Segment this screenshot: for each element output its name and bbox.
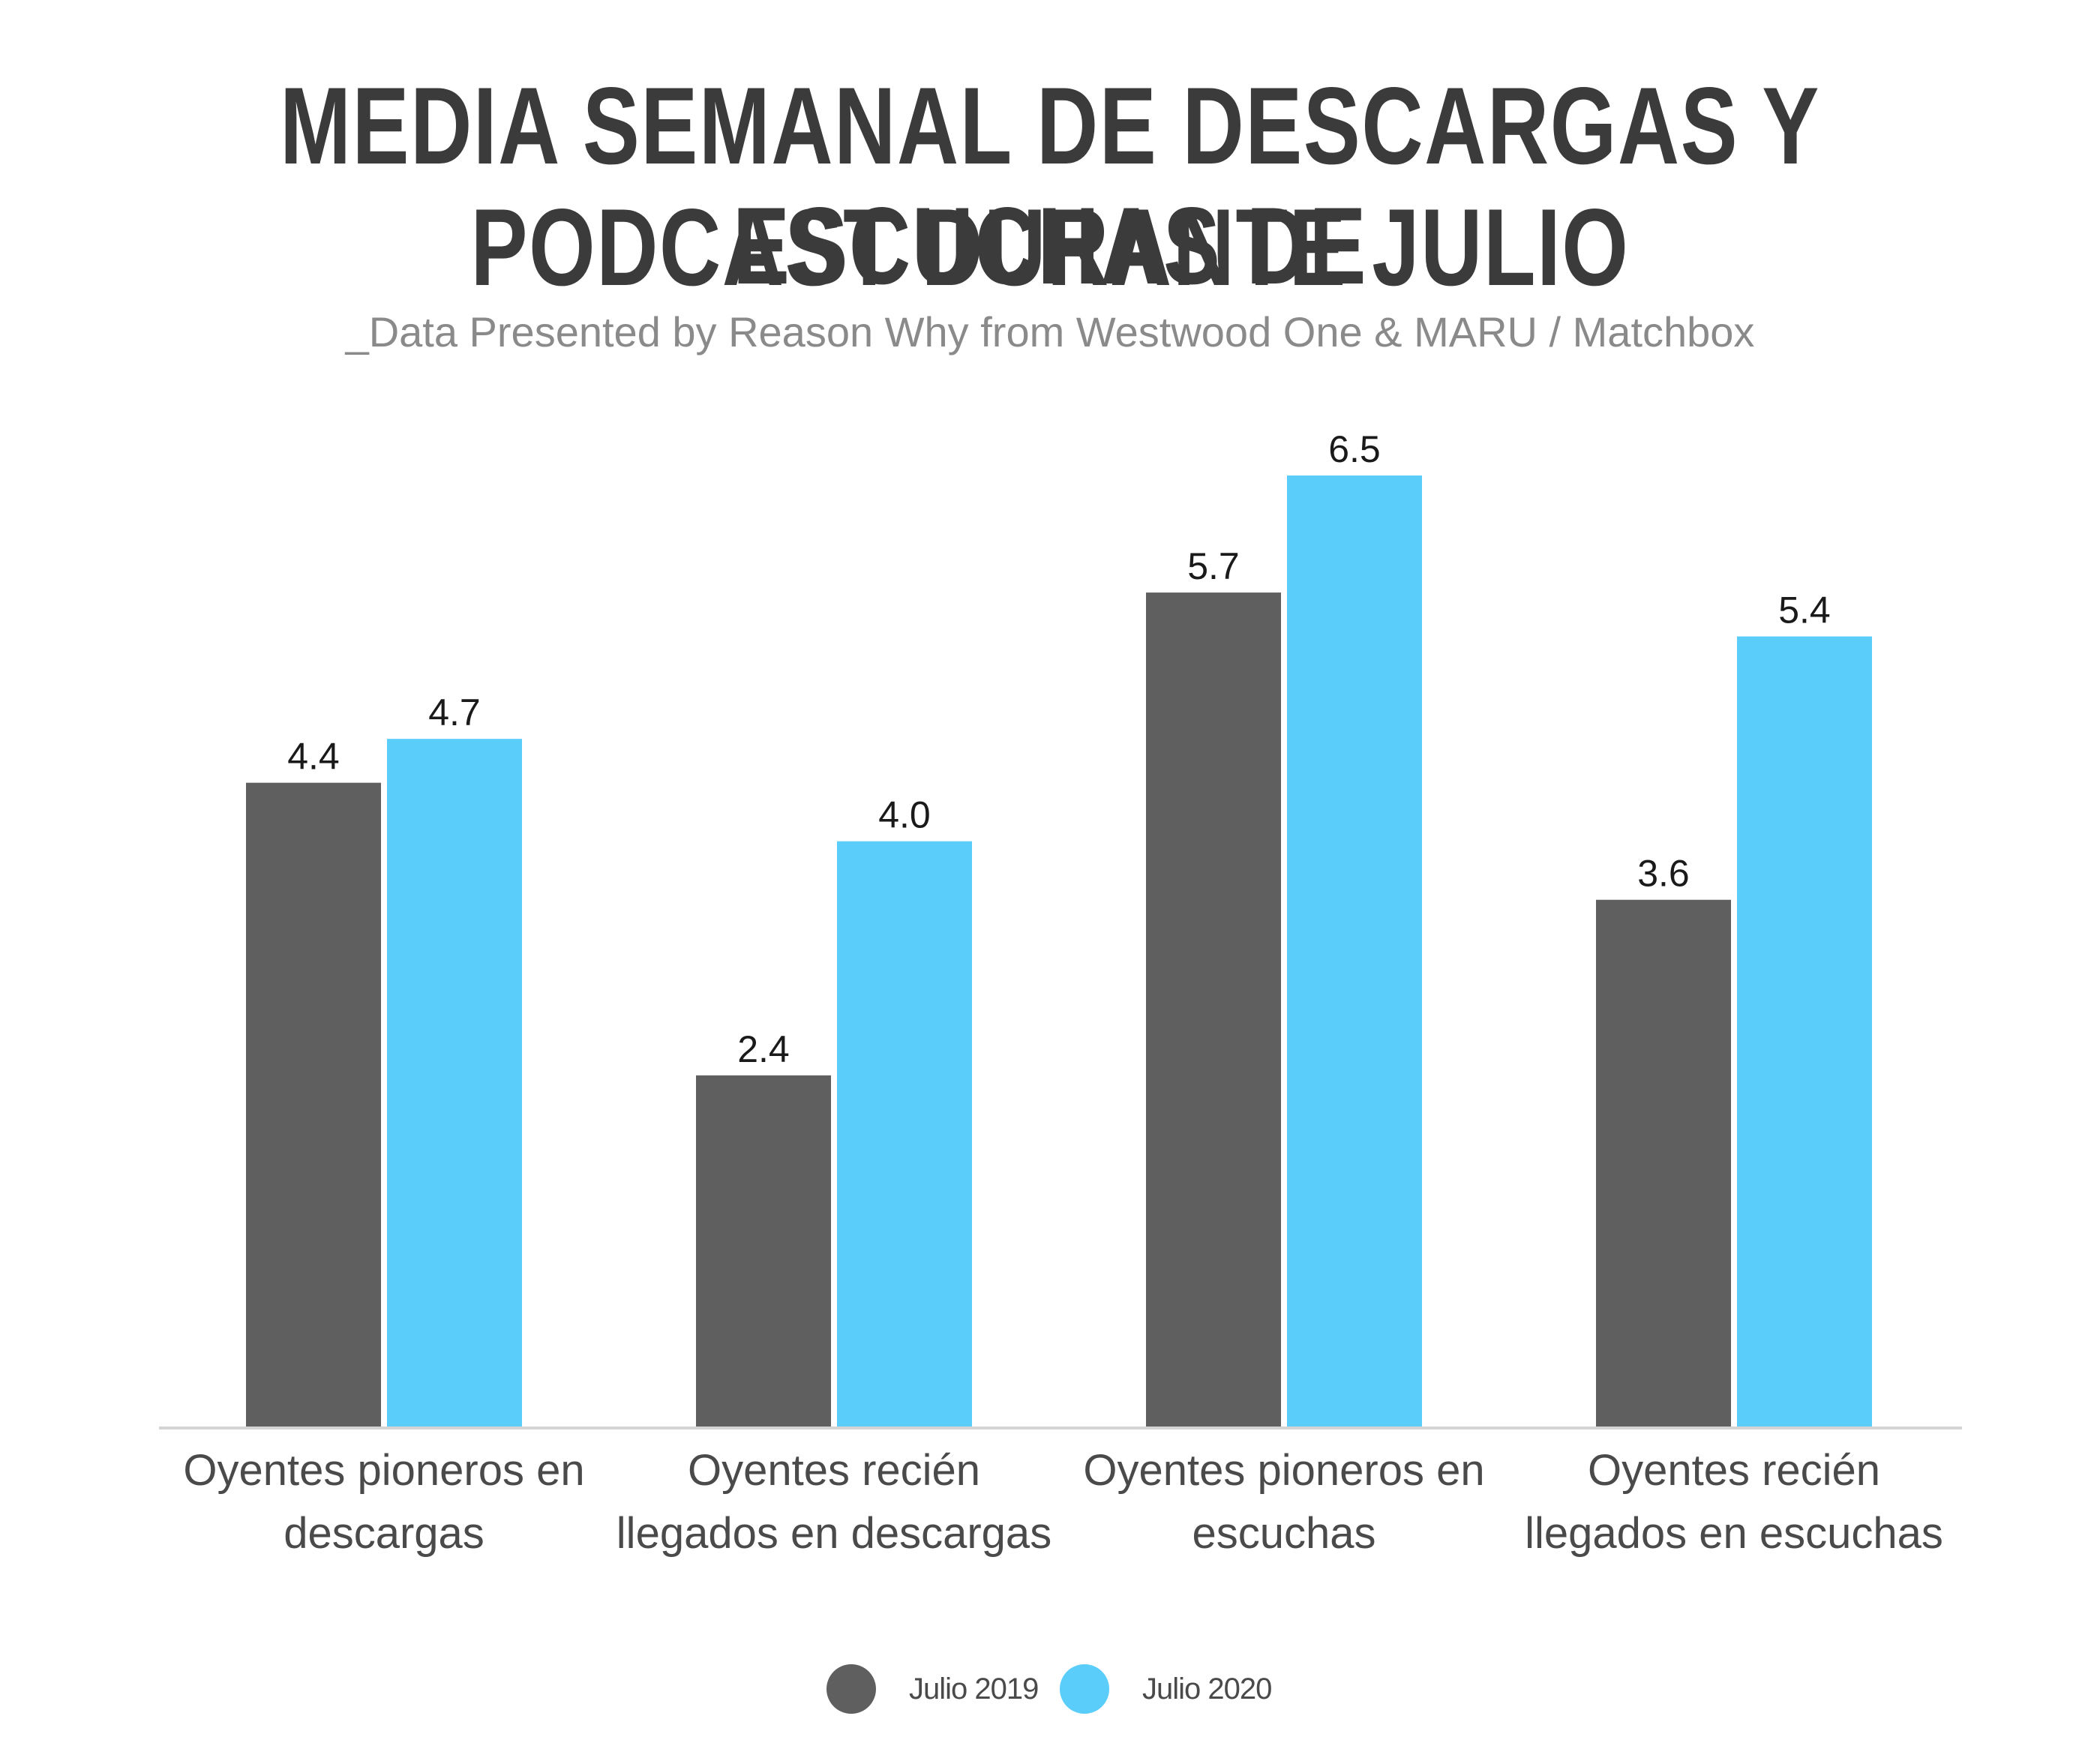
category-label-4-line-2: llegados en escuchas [1525,1509,1943,1558]
chart-subtitle: _Data Presented by Reason Why from Westw… [345,308,1755,356]
category-label-3-line-1: Oyentes pioneros en [1083,1446,1484,1495]
data-label-julio-2019-cat-3: 5.7 [1187,545,1240,587]
bar-julio-2020-cat-2 [837,841,972,1426]
bar-julio-2019-cat-1 [246,782,381,1426]
category-label-2-line-1: Oyentes recién [688,1446,980,1495]
data-label-julio-2020-cat-4: 5.4 [1778,590,1831,632]
data-label-julio-2020-cat-3: 6.5 [1328,428,1381,470]
bar-julio-2019-cat-4 [1596,899,1731,1426]
legend-swatch-julio-2019 [826,1664,876,1714]
category-label-3-line-2: escuchas [1192,1509,1376,1558]
chart-title-line-2: PODCAST DURANTE JULIO [470,186,1630,308]
category-label-1-line-2: descargas [284,1509,484,1558]
legend-item-julio-2019: Julio 2019 [826,1659,1039,1719]
data-label-julio-2019-cat-4: 3.6 [1637,853,1690,895]
bar-julio-2019-cat-2 [696,1075,831,1426]
legend-item-julio-2020: Julio 2020 [1060,1659,1272,1719]
category-label-1-line-1: Oyentes pioneros en [183,1446,584,1495]
bar-julio-2020-cat-1 [387,739,522,1426]
category-label-2-line-2: llegados en descargas [616,1509,1052,1558]
bar-julio-2019-cat-3 [1146,592,1281,1426]
legend-label-julio-2019: Julio 2019 [909,1672,1039,1706]
data-label-julio-2019-cat-2: 2.4 [737,1028,790,1070]
legend-swatch-julio-2020 [1060,1664,1109,1714]
data-label-julio-2019-cat-1: 4.4 [287,736,340,778]
bar-julio-2020-cat-3 [1287,476,1422,1426]
chart-title-line-1: MEDIA SEMANAL DE DESCARGAS Y ESCUCHAS DE [280,64,1820,307]
category-label-4-line-1: Oyentes recién [1588,1446,1880,1495]
legend: Julio 2019 Julio 2020 [0,1659,2100,1719]
data-label-julio-2020-cat-1: 4.7 [428,692,481,734]
legend-label-julio-2020: Julio 2020 [1142,1672,1272,1706]
bar-julio-2020-cat-4 [1737,636,1872,1426]
data-label-julio-2020-cat-2: 4.0 [878,794,931,836]
